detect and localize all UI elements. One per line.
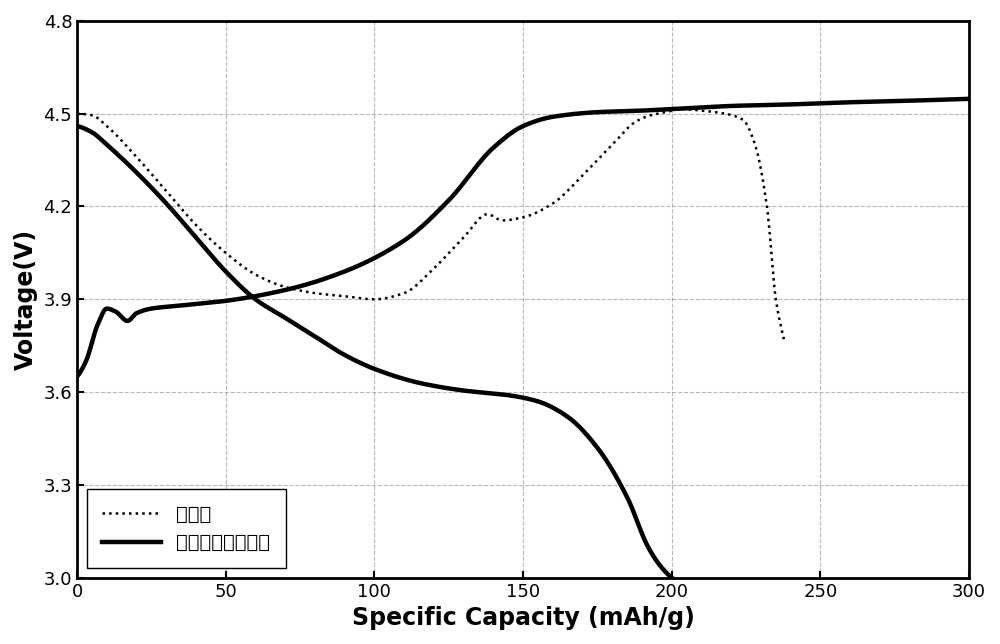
Legend: 魈酸锂, 富锂三元层状材料: 魈酸锂, 富锂三元层状材料 [87, 489, 286, 568]
魈酸锂 [482, 211, 494, 218]
富锂三元层状材料 [126, 314, 138, 322]
富锂三元层状材料 [71, 373, 83, 381]
Line: 富锂三元层状材料: 富锂三元层状材料 [77, 99, 969, 377]
富锂三元层状材料 [748, 102, 760, 109]
富锂三元层状材料 [589, 108, 601, 116]
富锂三元层状材料 [639, 107, 651, 115]
魈酸锂 [501, 216, 513, 224]
魈酸锂 [608, 139, 620, 147]
魈酸锂 [675, 105, 687, 113]
富锂三元层状材料 [963, 95, 975, 102]
魈酸锂 [71, 110, 83, 118]
魈酸锂 [522, 212, 534, 220]
Y-axis label: Voltage(V): Voltage(V) [14, 229, 38, 370]
富锂三元层状材料 [613, 108, 625, 115]
魈酸锂 [681, 106, 693, 113]
魈酸锂 [114, 135, 126, 143]
魈酸锂 [779, 339, 791, 346]
富锂三元层状材料 [839, 99, 851, 106]
Line: 魈酸锂: 魈酸锂 [77, 109, 785, 343]
X-axis label: Specific Capacity (mAh/g): Specific Capacity (mAh/g) [352, 606, 695, 630]
